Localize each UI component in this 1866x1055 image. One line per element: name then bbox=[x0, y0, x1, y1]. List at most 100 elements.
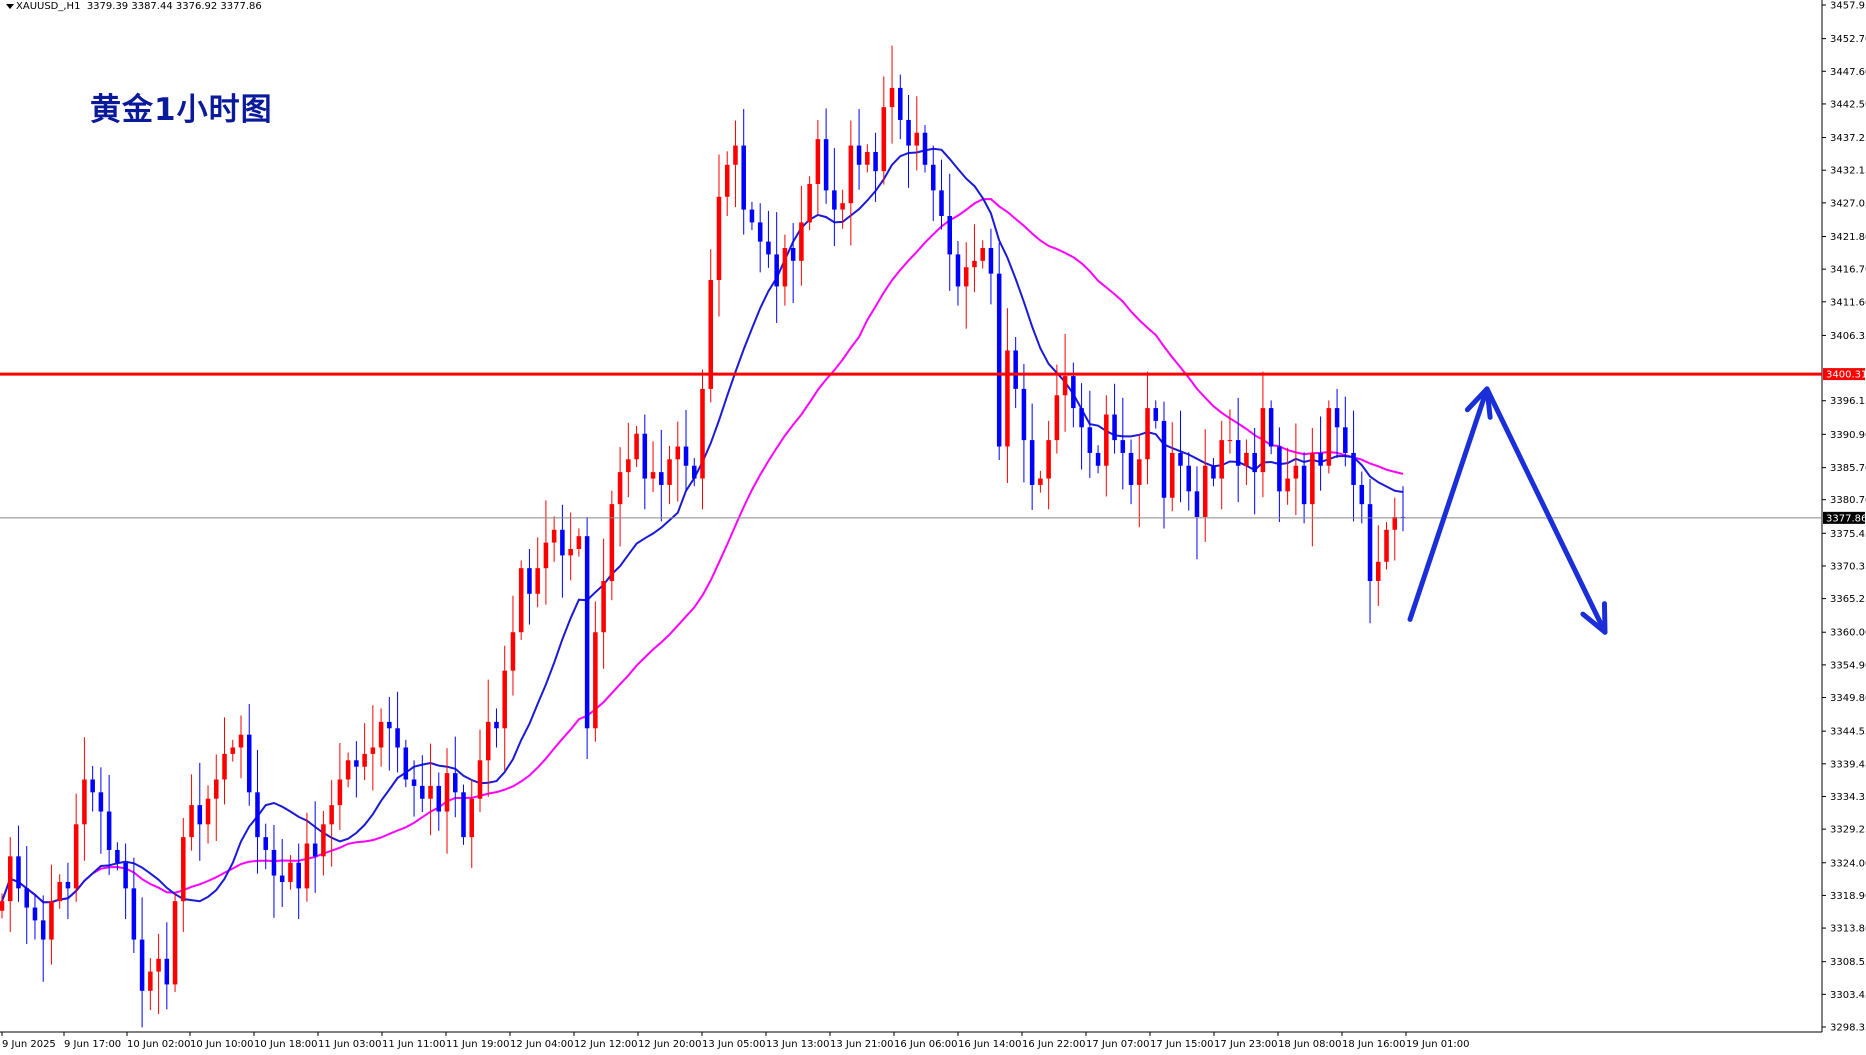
time-tick-label: 17 Jun 23:00 bbox=[1214, 1039, 1278, 1050]
price-tick-label: 3334.35 bbox=[1830, 792, 1866, 803]
candle-bear bbox=[1128, 452, 1134, 485]
candle-bull bbox=[675, 446, 681, 460]
candle-bull bbox=[444, 773, 450, 812]
candle-bear bbox=[832, 190, 837, 210]
time-tick-label: 16 Jun 06:00 bbox=[894, 1039, 958, 1050]
candle-bear bbox=[922, 132, 928, 165]
candle-bear bbox=[1186, 465, 1191, 492]
arrow-up-stroke bbox=[1407, 386, 1490, 622]
candle-bear bbox=[691, 465, 697, 479]
candle-bear bbox=[955, 254, 961, 287]
candle-bear bbox=[452, 773, 458, 793]
candle-bull bbox=[156, 958, 161, 972]
candle-bull bbox=[650, 472, 656, 479]
time-tick-label: 16 Jun 22:00 bbox=[1022, 1039, 1086, 1050]
candle-bear bbox=[255, 792, 260, 838]
candle-bear bbox=[584, 536, 590, 729]
time-tick-label: 11 Jun 03:00 bbox=[318, 1039, 382, 1050]
candle-bear bbox=[757, 222, 763, 242]
candle-bear bbox=[642, 433, 648, 479]
candle-bull bbox=[485, 721, 491, 761]
candle-bear bbox=[1334, 408, 1340, 428]
candle-bear bbox=[1120, 440, 1126, 453]
candle-bull bbox=[963, 267, 969, 287]
candle-bull bbox=[626, 459, 631, 473]
price-tick-label: 3406.35 bbox=[1830, 331, 1866, 342]
candle-bull bbox=[1145, 408, 1150, 460]
candle-bull bbox=[288, 862, 293, 882]
candle-bull bbox=[214, 779, 219, 799]
price-tick-label: 3411.60 bbox=[1830, 297, 1866, 308]
candle-bull bbox=[1293, 465, 1299, 479]
candle-bear bbox=[123, 862, 128, 889]
candle-bull bbox=[510, 632, 516, 671]
candle-bear bbox=[1071, 376, 1076, 409]
price-tick-label: 3354.90 bbox=[1830, 660, 1866, 671]
candle-bull bbox=[782, 248, 788, 287]
candle-bear bbox=[560, 529, 565, 556]
chart-menu-icon[interactable] bbox=[6, 4, 14, 9]
time-tick-label: 10 Jun 02:00 bbox=[127, 1039, 191, 1050]
price-axis-labels: 3457.95 3452.70 3447.60 3442.50 3437.25 3432.… bbox=[1830, 1, 1866, 1034]
candle-bear bbox=[411, 779, 417, 786]
price-tick-label: 3349.80 bbox=[1830, 693, 1866, 704]
candle-bear bbox=[790, 248, 796, 261]
candle-bear bbox=[296, 862, 301, 889]
candle-bull bbox=[148, 971, 153, 991]
candle-bear bbox=[403, 747, 409, 780]
candle-bull bbox=[1326, 408, 1332, 466]
time-tick-label: 13 Jun 13:00 bbox=[766, 1039, 830, 1050]
price-tick-label: 3318.90 bbox=[1830, 891, 1866, 902]
candle-bull bbox=[321, 824, 326, 857]
candle-bull bbox=[428, 785, 433, 799]
candlestick-series bbox=[0, 45, 1406, 1028]
candle-bear bbox=[387, 721, 392, 729]
candle-bear bbox=[749, 209, 755, 223]
candle-bear bbox=[106, 811, 112, 850]
price-tick-label: 3452.70 bbox=[1830, 34, 1866, 45]
candle-bear bbox=[996, 273, 1002, 447]
candle-bull bbox=[535, 568, 540, 594]
price-tick-label: 3313.80 bbox=[1830, 924, 1866, 935]
time-tick-label: 11 Jun 11:00 bbox=[382, 1039, 446, 1050]
candle-bear bbox=[164, 958, 170, 985]
candle-bear bbox=[930, 164, 936, 191]
horizontal-levels[interactable]: 3400.31 3377.86 bbox=[0, 368, 1866, 524]
resistance-price-label: 3400.31 bbox=[1826, 370, 1866, 381]
candle-bear bbox=[90, 779, 95, 793]
candle-bear bbox=[271, 849, 277, 876]
candle-bull bbox=[238, 734, 244, 748]
price-tick-label: 3298.35 bbox=[1830, 1023, 1866, 1034]
candle-bull bbox=[181, 837, 186, 902]
time-axis-labels: 9 Jun 2025 9 Jun 17:00 10 Jun 02:00 10 Jun … bbox=[1, 1032, 1470, 1050]
candle-bear bbox=[856, 145, 862, 165]
time-tick-label: 12 Jun 12:00 bbox=[574, 1039, 638, 1050]
candle-bull bbox=[799, 222, 804, 261]
candle-bear bbox=[263, 837, 268, 850]
candle-bear bbox=[939, 190, 944, 216]
candle-bull bbox=[362, 753, 367, 767]
candle-bull bbox=[1054, 395, 1060, 441]
candle-bull bbox=[1169, 452, 1175, 498]
time-tick-label: 19 Jun 01:00 bbox=[1406, 1039, 1470, 1050]
price-tick-label: 3427.05 bbox=[1830, 198, 1866, 209]
candle-bear bbox=[1079, 408, 1084, 428]
candle-bear bbox=[494, 721, 499, 729]
candle-bear bbox=[741, 145, 746, 210]
candle-bull bbox=[1376, 561, 1381, 581]
candle-bear bbox=[1235, 440, 1241, 466]
candle-bull bbox=[1005, 350, 1010, 447]
candle-bear bbox=[16, 856, 21, 889]
candle-bull bbox=[477, 760, 483, 799]
candle-bull bbox=[502, 670, 507, 729]
candle-bull bbox=[0, 901, 5, 911]
candle-bull bbox=[1310, 452, 1315, 505]
price-tick-label: 3437.25 bbox=[1830, 133, 1866, 144]
candle-bull bbox=[733, 145, 738, 165]
candle-bear bbox=[766, 241, 771, 255]
time-tick-label: 18 Jun 08:00 bbox=[1278, 1039, 1342, 1050]
candle-bull bbox=[469, 798, 475, 838]
candle-bear bbox=[279, 875, 285, 882]
candle-bear bbox=[40, 920, 46, 940]
